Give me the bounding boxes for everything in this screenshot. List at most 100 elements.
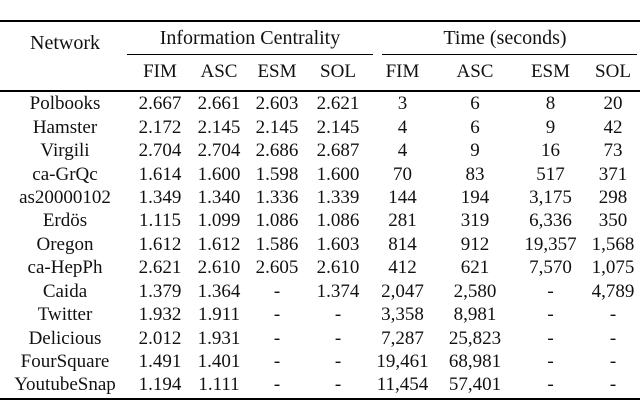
time-esm-cell: - — [547, 304, 554, 326]
subheader-time-fim: FIM — [385, 61, 420, 82]
ic-esm-cell: 1.598 — [255, 163, 299, 185]
time-sol-cell: 350 — [598, 210, 628, 232]
time-fim-cell: 11,454 — [376, 374, 429, 396]
table-body: Polbooks 2.667 2.661 2.603 2.621 3 6 8 2… — [0, 92, 640, 397]
network-name-cell: Caida — [42, 280, 88, 302]
time-esm-cell: 517 — [536, 163, 565, 185]
ic-fim-cell: 1.612 — [138, 233, 182, 255]
ic-asc-cell: 1.111 — [198, 374, 240, 396]
ic-sol-cell: 2.610 — [316, 257, 360, 279]
ic-sol-cell: - — [334, 374, 342, 396]
ic-fim-cell: 1.379 — [138, 280, 182, 302]
time-sol-cell: 20 — [603, 93, 623, 115]
time-sol-cell: 298 — [598, 186, 628, 208]
time-asc-cell: 194 — [460, 186, 490, 208]
ic-fim-cell: 2.704 — [138, 140, 182, 162]
network-name-cell: Oregon — [36, 233, 94, 255]
ic-fim-cell: 1.115 — [138, 210, 182, 232]
time-asc-cell: 9 — [470, 140, 480, 162]
ic-asc-cell: 2.661 — [197, 93, 241, 115]
ic-esm-cell: - — [273, 280, 281, 302]
time-sol-cell: - — [609, 304, 617, 326]
ic-esm-cell: 1.086 — [255, 210, 299, 232]
ic-sol-cell: - — [334, 304, 342, 326]
time-fim-cell: 3,358 — [381, 304, 424, 326]
time-asc-cell: 319 — [460, 210, 490, 232]
time-fim-cell: 19,461 — [376, 351, 429, 373]
table-bottom-rule — [0, 397, 640, 400]
time-esm-cell: 7,570 — [529, 257, 572, 279]
network-name-cell: as20000102 — [19, 186, 111, 208]
time-esm-cell: - — [547, 280, 554, 302]
ic-esm-cell: 1.336 — [255, 186, 299, 208]
ic-esm-cell: - — [273, 327, 281, 349]
ic-fim-cell: 2.012 — [138, 327, 182, 349]
ic-esm-cell: 2.605 — [255, 257, 299, 279]
ic-asc-cell: 1.911 — [197, 304, 241, 326]
subheader-time-sol: SOL — [595, 61, 631, 82]
time-fim-cell: 412 — [388, 257, 417, 279]
time-esm-cell: - — [547, 351, 554, 373]
network-name-cell: ca-HepPh — [27, 257, 103, 279]
time-asc-cell: 6 — [470, 93, 480, 115]
ic-fim-cell: 1.614 — [138, 163, 182, 185]
ic-fim-cell: 2.621 — [138, 257, 182, 279]
ic-asc-cell: 1.099 — [197, 210, 241, 232]
time-asc-cell: 25,823 — [448, 327, 502, 349]
time-esm-cell: 16 — [541, 140, 560, 162]
time-asc-cell: 2,580 — [453, 280, 497, 302]
ic-fim-cell: 1.491 — [138, 351, 182, 373]
time-asc-cell: 6 — [470, 116, 480, 138]
ic-sol-cell: 2.145 — [316, 116, 360, 138]
time-esm-cell: 19,357 — [524, 233, 577, 255]
time-sol-cell: - — [609, 374, 617, 396]
time-fim-cell: 70 — [393, 163, 412, 185]
table-header-rule — [0, 89, 640, 92]
ic-asc-cell: 1.612 — [197, 233, 241, 255]
ic-asc-cell: 2.145 — [197, 116, 241, 138]
ic-esm-cell: - — [273, 351, 281, 373]
ic-esm-cell: 1.586 — [255, 233, 299, 255]
ic-asc-cell: 1.340 — [197, 186, 241, 208]
time-fim-cell: 4 — [397, 116, 408, 138]
time-fim-cell: 814 — [388, 233, 417, 255]
ic-sol-cell: 1.600 — [316, 163, 360, 185]
time-esm-cell: 9 — [545, 116, 556, 138]
network-name-cell: FourSquare — [20, 351, 110, 373]
ic-sol-cell: 1.374 — [316, 280, 360, 302]
time-esm-cell: 8 — [545, 93, 556, 115]
ic-esm-cell: 2.686 — [255, 140, 299, 162]
ic-sol-cell: 1.086 — [316, 210, 360, 232]
ic-asc-cell: 1.600 — [197, 163, 241, 185]
time-fim-cell: 2,047 — [381, 280, 424, 302]
ic-asc-cell: 2.610 — [197, 257, 241, 279]
time-sol-cell: 42 — [603, 116, 623, 138]
network-column-header: Network — [30, 32, 100, 54]
time-asc-cell: 621 — [460, 257, 490, 279]
ic-asc-cell: 1.401 — [197, 351, 241, 373]
information-centrality-group-header: Information Centrality — [159, 27, 341, 49]
time-sol-cell: 1,568 — [591, 233, 635, 255]
ic-asc-cell: 1.364 — [197, 280, 241, 302]
ic-sol-cell: - — [334, 351, 342, 373]
time-fim-cell: 4 — [397, 140, 408, 162]
time-sol-cell: 371 — [598, 163, 628, 185]
ic-fim-cell: 2.667 — [138, 93, 182, 115]
ic-esm-cell: - — [273, 304, 281, 326]
time-esm-cell: 6,336 — [529, 210, 572, 232]
network-name-cell: ca-GrQc — [32, 163, 98, 185]
ic-sol-cell: - — [334, 327, 342, 349]
ic-esm-cell: 2.603 — [255, 93, 299, 115]
time-fim-cell: 281 — [388, 210, 417, 232]
subheader-ic-asc: ASC — [200, 61, 238, 82]
time-sol-cell: 73 — [603, 140, 623, 162]
time-group-underline — [382, 54, 637, 56]
subheader-time-asc: ASC — [456, 61, 494, 82]
ic-fim-cell: 1.932 — [138, 304, 182, 326]
ic-fim-cell: 2.172 — [138, 116, 182, 138]
subheader-ic-fim: FIM — [143, 61, 177, 82]
table-top-rule — [0, 20, 640, 23]
network-name-cell: Delicious — [28, 327, 102, 349]
ic-fim-cell: 1.194 — [138, 374, 182, 396]
